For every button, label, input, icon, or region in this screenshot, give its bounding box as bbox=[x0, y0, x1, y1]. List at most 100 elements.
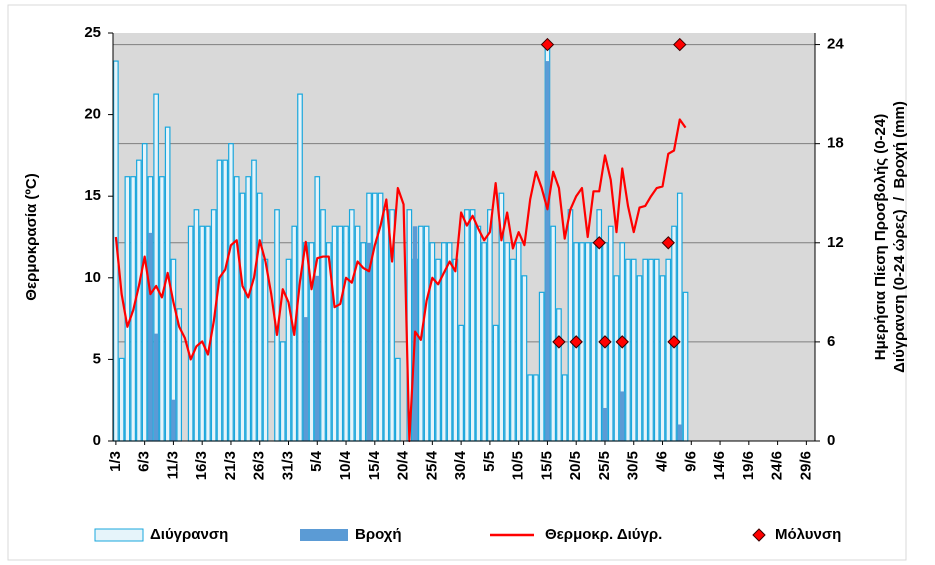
bar bbox=[556, 308, 562, 442]
x-tick-label: 15/4 bbox=[366, 450, 383, 480]
x-tick-label: 25/5 bbox=[596, 451, 613, 480]
bar bbox=[337, 225, 344, 442]
x-tick-label: 6/3 bbox=[136, 451, 153, 472]
x-tick-label: 16/3 bbox=[193, 451, 210, 480]
bar bbox=[285, 258, 292, 442]
bar bbox=[648, 258, 654, 442]
bar bbox=[446, 242, 453, 442]
bar bbox=[469, 209, 476, 442]
x-tick-label: 4/6 bbox=[653, 451, 670, 472]
legend-swatch bbox=[300, 529, 348, 541]
x-tick-label: 20/5 bbox=[567, 451, 584, 480]
x-tick-label: 9/6 bbox=[682, 451, 699, 472]
x-tick-label: 10/5 bbox=[510, 451, 527, 480]
bar bbox=[619, 391, 625, 441]
x-tick-label: 1/3 bbox=[107, 451, 124, 472]
bar bbox=[676, 192, 683, 442]
bar bbox=[348, 209, 355, 442]
legend-label: Μόλυνση bbox=[775, 526, 841, 543]
bar bbox=[233, 176, 240, 442]
x-tick-label: 15/5 bbox=[538, 451, 555, 480]
bar bbox=[228, 143, 234, 442]
bar bbox=[303, 317, 309, 441]
bar bbox=[205, 225, 211, 442]
bar bbox=[423, 225, 430, 442]
bar bbox=[659, 275, 666, 442]
x-tick-label: 30/4 bbox=[452, 450, 469, 480]
bar bbox=[159, 176, 165, 442]
bar bbox=[315, 275, 320, 441]
marker bbox=[661, 236, 675, 250]
bar bbox=[584, 242, 591, 442]
bar bbox=[216, 159, 223, 442]
bar bbox=[222, 159, 229, 442]
bar bbox=[613, 275, 620, 442]
marker bbox=[598, 335, 612, 349]
y2-axis-label: Ημερήσια Πίεση Προσβολής (0-24) bbox=[872, 114, 889, 360]
bar bbox=[320, 209, 326, 442]
y-tick-label: 15 bbox=[84, 187, 101, 204]
x-tick-label: 25/4 bbox=[423, 450, 440, 480]
x-tick-label: 5/5 bbox=[481, 451, 498, 472]
bar bbox=[251, 159, 257, 442]
bar bbox=[567, 209, 574, 442]
x-tick-label: 20/4 bbox=[395, 450, 412, 480]
bar bbox=[630, 258, 637, 442]
bar bbox=[636, 275, 643, 442]
bar bbox=[458, 324, 464, 442]
y2-tick-label: 6 bbox=[827, 333, 835, 350]
bar bbox=[239, 192, 246, 442]
bar bbox=[187, 225, 194, 442]
bar bbox=[171, 399, 176, 441]
y-tick-label: 25 bbox=[84, 24, 101, 41]
bar bbox=[481, 242, 487, 442]
bar bbox=[343, 225, 349, 442]
bar bbox=[383, 209, 390, 442]
bar bbox=[590, 242, 597, 442]
bar bbox=[625, 258, 631, 442]
bar bbox=[607, 225, 614, 442]
bar bbox=[279, 341, 286, 442]
bar bbox=[475, 225, 482, 442]
x-tick-label: 11/3 bbox=[164, 451, 181, 479]
marker bbox=[615, 335, 629, 349]
legend-label: Βροχή bbox=[355, 526, 402, 543]
line bbox=[114, 118, 687, 443]
y-tick-label: 20 bbox=[84, 106, 101, 123]
bar bbox=[671, 225, 677, 442]
bar bbox=[464, 209, 470, 442]
legend-label: Διύγρανση bbox=[150, 526, 228, 543]
x-tick-label: 24/6 bbox=[769, 451, 786, 480]
x-tick-label: 21/3 bbox=[222, 451, 239, 480]
bar bbox=[136, 159, 142, 442]
bar bbox=[545, 61, 550, 442]
bar bbox=[331, 225, 338, 442]
bar bbox=[521, 275, 528, 442]
bar bbox=[262, 258, 269, 442]
x-tick-label: 5/4 bbox=[308, 450, 325, 472]
bar bbox=[492, 324, 499, 442]
y2-tick-label: 12 bbox=[827, 234, 844, 251]
x-tick-label: 31/3 bbox=[279, 451, 296, 480]
y-tick-label: 0 bbox=[93, 432, 101, 449]
bar bbox=[429, 242, 436, 442]
bar bbox=[193, 209, 200, 442]
bar bbox=[354, 225, 361, 442]
y-tick-label: 5 bbox=[93, 350, 101, 367]
y2-tick-label: 18 bbox=[827, 135, 844, 152]
bar bbox=[665, 258, 672, 442]
bar bbox=[366, 242, 372, 441]
bar bbox=[360, 242, 367, 442]
bar bbox=[510, 258, 516, 442]
bar bbox=[602, 407, 608, 441]
y2-tick-label: 0 bbox=[827, 432, 835, 449]
bar bbox=[538, 291, 545, 442]
bar bbox=[371, 192, 378, 442]
y2-tick-label: 24 bbox=[827, 36, 844, 53]
y2-axis-label: Διύγρανση (0-24 ώρες) / Βροχή (mm) bbox=[891, 101, 908, 373]
bar bbox=[141, 143, 148, 442]
marker bbox=[552, 335, 566, 349]
bar bbox=[504, 242, 510, 442]
legend-swatch bbox=[752, 528, 766, 542]
